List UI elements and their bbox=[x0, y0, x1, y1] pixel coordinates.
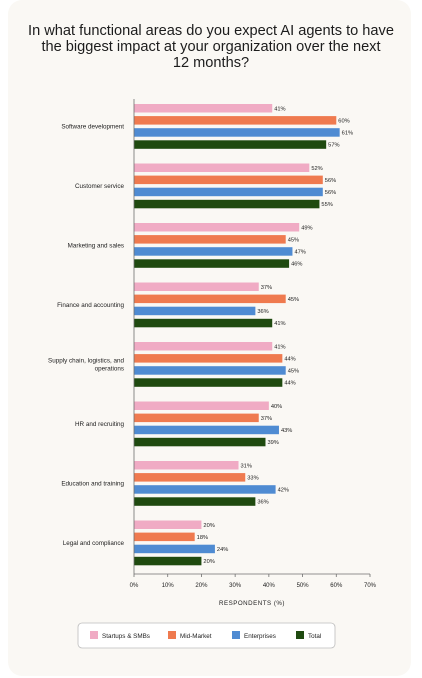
bar bbox=[134, 378, 283, 387]
data-label: 37% bbox=[261, 416, 272, 422]
category-label: Software development bbox=[61, 123, 124, 130]
data-label: 18% bbox=[197, 535, 208, 541]
data-label: 39% bbox=[267, 440, 278, 446]
x-tick-label: 40% bbox=[263, 583, 276, 589]
data-label: 36% bbox=[257, 309, 268, 315]
x-tick-label: 50% bbox=[297, 583, 310, 589]
bar bbox=[134, 485, 276, 494]
bar bbox=[134, 247, 293, 256]
data-label: 36% bbox=[257, 500, 268, 506]
bar bbox=[134, 437, 266, 447]
data-label: 24% bbox=[217, 547, 228, 553]
x-tick-label: 70% bbox=[364, 583, 377, 589]
data-label: 33% bbox=[247, 475, 258, 481]
bar bbox=[134, 413, 259, 423]
bar bbox=[134, 223, 300, 232]
bar bbox=[134, 294, 286, 304]
bar bbox=[134, 473, 246, 482]
data-label: 52% bbox=[311, 166, 322, 172]
data-label: 55% bbox=[321, 202, 332, 208]
bar bbox=[134, 116, 337, 125]
data-label: 45% bbox=[288, 297, 299, 303]
legend-swatch bbox=[168, 631, 176, 639]
data-label: 31% bbox=[241, 463, 252, 469]
data-label: 57% bbox=[328, 143, 339, 149]
legend-label: Mid-Market bbox=[180, 633, 212, 640]
bar bbox=[134, 318, 273, 328]
data-label: 41% bbox=[274, 344, 285, 350]
data-label: 46% bbox=[291, 262, 302, 268]
bar bbox=[134, 532, 195, 542]
bar bbox=[134, 104, 273, 113]
legend-swatch bbox=[90, 631, 98, 639]
data-label: 43% bbox=[281, 428, 292, 434]
data-label: 49% bbox=[301, 225, 312, 231]
x-tick-label: 60% bbox=[330, 583, 343, 589]
category-label: Supply chain, logistics, and bbox=[48, 357, 124, 364]
category-label: Finance and accounting bbox=[57, 302, 124, 309]
legend-box bbox=[77, 622, 336, 649]
data-label: 42% bbox=[278, 487, 289, 493]
bar bbox=[134, 461, 239, 470]
data-label: 44% bbox=[284, 381, 295, 387]
bar bbox=[134, 306, 256, 316]
x-tick-label: 30% bbox=[229, 583, 242, 589]
legend-label: Total bbox=[308, 633, 321, 640]
legend-label: Enterprises bbox=[244, 633, 276, 640]
data-label: 20% bbox=[203, 523, 214, 529]
data-label: 45% bbox=[288, 368, 299, 374]
x-tick-label: 0% bbox=[130, 583, 139, 589]
category-label: Marketing and sales bbox=[68, 242, 124, 249]
data-label: 44% bbox=[284, 356, 295, 362]
chart-title-line: the biggest impact at your organization … bbox=[41, 39, 380, 55]
bar bbox=[134, 259, 290, 268]
bar bbox=[134, 497, 256, 506]
x-tick-label: 20% bbox=[195, 583, 208, 589]
bar bbox=[134, 140, 327, 149]
data-label: 20% bbox=[203, 559, 214, 565]
bar bbox=[134, 354, 283, 363]
chart-card bbox=[8, 0, 411, 676]
bar bbox=[134, 282, 259, 291]
bar bbox=[134, 401, 269, 410]
bar bbox=[134, 175, 323, 185]
data-label: 45% bbox=[288, 237, 299, 243]
category-label: operations bbox=[95, 365, 124, 372]
legend-swatch bbox=[232, 631, 240, 639]
legend-label: Startups & SMBs bbox=[102, 633, 150, 640]
data-label: 37% bbox=[261, 285, 272, 291]
x-tick-label: 10% bbox=[162, 583, 175, 589]
data-label: 60% bbox=[338, 118, 349, 124]
bar bbox=[134, 366, 286, 375]
data-label: 40% bbox=[271, 404, 282, 410]
bar bbox=[134, 128, 340, 137]
data-label: 56% bbox=[325, 178, 336, 184]
bar bbox=[134, 163, 310, 172]
category-label: Legal and compliance bbox=[63, 540, 125, 547]
category-label: Customer service bbox=[75, 183, 124, 190]
bar bbox=[134, 520, 202, 529]
x-axis-label: RESPONDENTS (%) bbox=[219, 600, 285, 607]
category-label: Education and training bbox=[61, 480, 124, 487]
data-label: 41% bbox=[274, 321, 285, 327]
legend-swatch bbox=[296, 631, 304, 639]
bar bbox=[134, 425, 279, 435]
data-label: 61% bbox=[342, 130, 353, 136]
bar bbox=[134, 187, 323, 197]
data-label: 56% bbox=[325, 190, 336, 196]
bar bbox=[134, 342, 273, 351]
chart-title-line: 12 months? bbox=[173, 55, 249, 71]
data-label: 47% bbox=[294, 249, 305, 255]
data-label: 41% bbox=[274, 106, 285, 112]
chart-title-line: In what functional areas do you expect A… bbox=[28, 23, 394, 39]
category-label: HR and recruiting bbox=[75, 421, 124, 428]
bar bbox=[134, 235, 286, 244]
bar bbox=[134, 199, 320, 209]
bar bbox=[134, 544, 215, 554]
bar bbox=[134, 556, 202, 566]
